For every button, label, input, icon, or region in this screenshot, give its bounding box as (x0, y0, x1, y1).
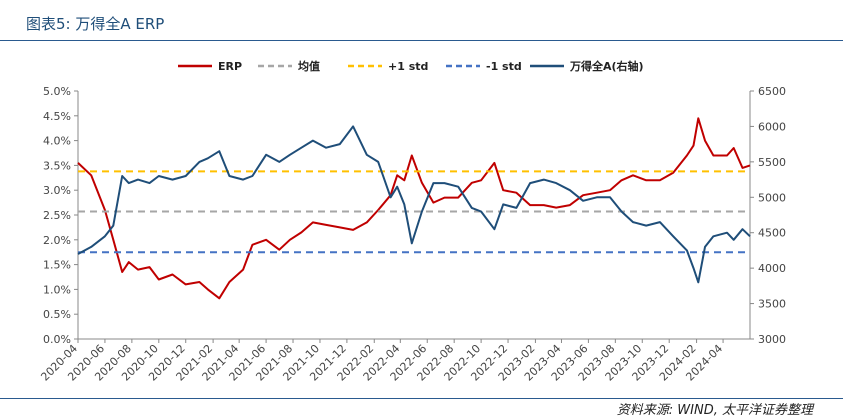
left-tick-label: 2.5% (43, 209, 71, 222)
left-tick-label: 1.0% (43, 283, 71, 296)
source-note: 资料来源: WIND, 太平洋证券整理 (616, 403, 813, 418)
right-tick-label: 6000 (758, 120, 786, 133)
chart-header: 图表5: 万得全A ERP (0, 0, 843, 41)
right-tick-label: 6500 (758, 85, 786, 98)
chart-title: 图表5: 万得全A ERP (26, 15, 165, 33)
left-tick-label: 0.5% (43, 308, 71, 321)
left-tick-label: 3.5% (43, 159, 71, 172)
left-tick-label: 5.0% (43, 85, 71, 98)
legend-label: +1 std (388, 60, 428, 73)
left-tick-label: 3.0% (43, 184, 71, 197)
left-tick-label: 4.0% (43, 135, 71, 148)
left-tick-label: 0.0% (43, 333, 71, 346)
footer-rule (0, 398, 843, 399)
right-tick-label: 5000 (758, 191, 786, 204)
left-tick-label: 2.0% (43, 234, 71, 247)
right-tick-label: 3500 (758, 298, 786, 311)
right-tick-label: 4500 (758, 227, 786, 240)
left-tick-label: 1.5% (43, 259, 71, 272)
erp-series-line (77, 117, 751, 300)
right-tick-label: 4000 (758, 262, 786, 275)
right-tick-label: 3000 (758, 333, 786, 346)
legend-label: 均值 (298, 59, 320, 73)
right-tick-label: 5500 (758, 156, 786, 169)
legend-label: ERP (218, 60, 242, 73)
legend-label: 万得全A(右轴) (569, 59, 644, 73)
left-tick-label: 4.5% (43, 110, 71, 123)
legend-label: -1 std (486, 60, 522, 73)
index-series-line (77, 125, 751, 284)
